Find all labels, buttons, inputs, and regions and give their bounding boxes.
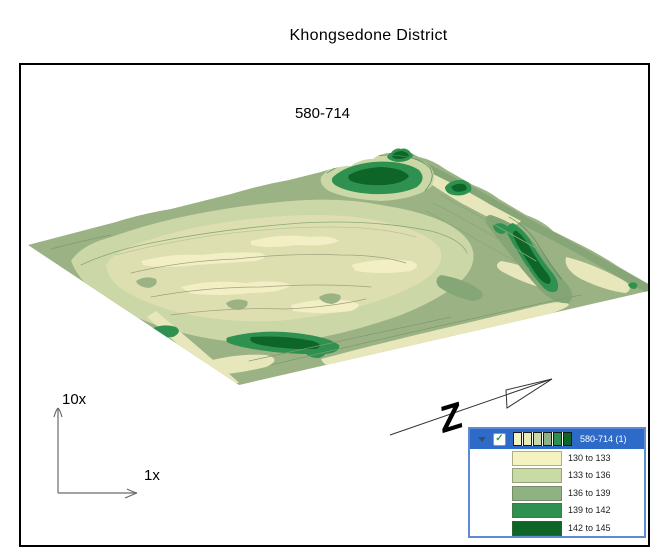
ramp-swatch [553, 432, 562, 446]
ramp-swatch [543, 432, 552, 446]
page-title: Khongsedone District [289, 27, 448, 44]
legend-color-swatch[interactable] [512, 485, 562, 501]
layer-name-label[interactable]: 580-714 (1) [580, 434, 627, 444]
ramp-swatch [533, 432, 542, 446]
vertical-scale-label: 10x [62, 391, 87, 408]
legend-range-label: 136 to 139 [568, 487, 611, 498]
legend-header[interactable]: ✓ 580-714 (1) [470, 429, 644, 449]
horizontal-scale-label: 1x [144, 467, 160, 484]
legend-color-swatch[interactable] [512, 451, 562, 466]
north-arrow-letter: Z [433, 394, 469, 441]
map-canvas: Z [28, 148, 648, 499]
legend-range-label: 142 to 145 [568, 522, 611, 533]
collapse-arrow-icon[interactable] [478, 436, 486, 442]
legend-body: 130 to 133 133 to 136 136 to 139 139 to … [470, 449, 644, 536]
legend-row[interactable]: 136 to 139 [470, 484, 644, 501]
ramp-swatch [513, 432, 522, 446]
legend-color-swatch[interactable] [512, 468, 562, 484]
color-ramp-preview[interactable] [513, 432, 572, 446]
legend-row[interactable]: 133 to 136 [470, 466, 644, 484]
ramp-swatch [523, 432, 532, 446]
legend-color-swatch[interactable] [512, 520, 562, 536]
legend-row[interactable]: 130 to 133 [470, 449, 644, 466]
legend-row[interactable]: 139 to 142 [470, 501, 644, 519]
legend-panel: ✓ 580-714 (1) 130 to 133 133 to 136 136 … [468, 427, 646, 538]
legend-range-label: 139 to 142 [568, 505, 611, 516]
terrain-surface [28, 148, 648, 385]
legend-range-label: 133 to 136 [568, 470, 611, 481]
legend-row[interactable]: 142 to 145 [470, 519, 644, 536]
map-subtitle: 580-714 [294, 105, 351, 122]
map-frame: 580-714 [19, 63, 650, 547]
ramp-swatch [563, 432, 572, 446]
layer-visibility-checkbox[interactable]: ✓ [493, 432, 506, 446]
scale-axis [53, 407, 138, 499]
legend-color-swatch[interactable] [512, 503, 562, 519]
legend-range-label: 130 to 133 [568, 453, 611, 463]
